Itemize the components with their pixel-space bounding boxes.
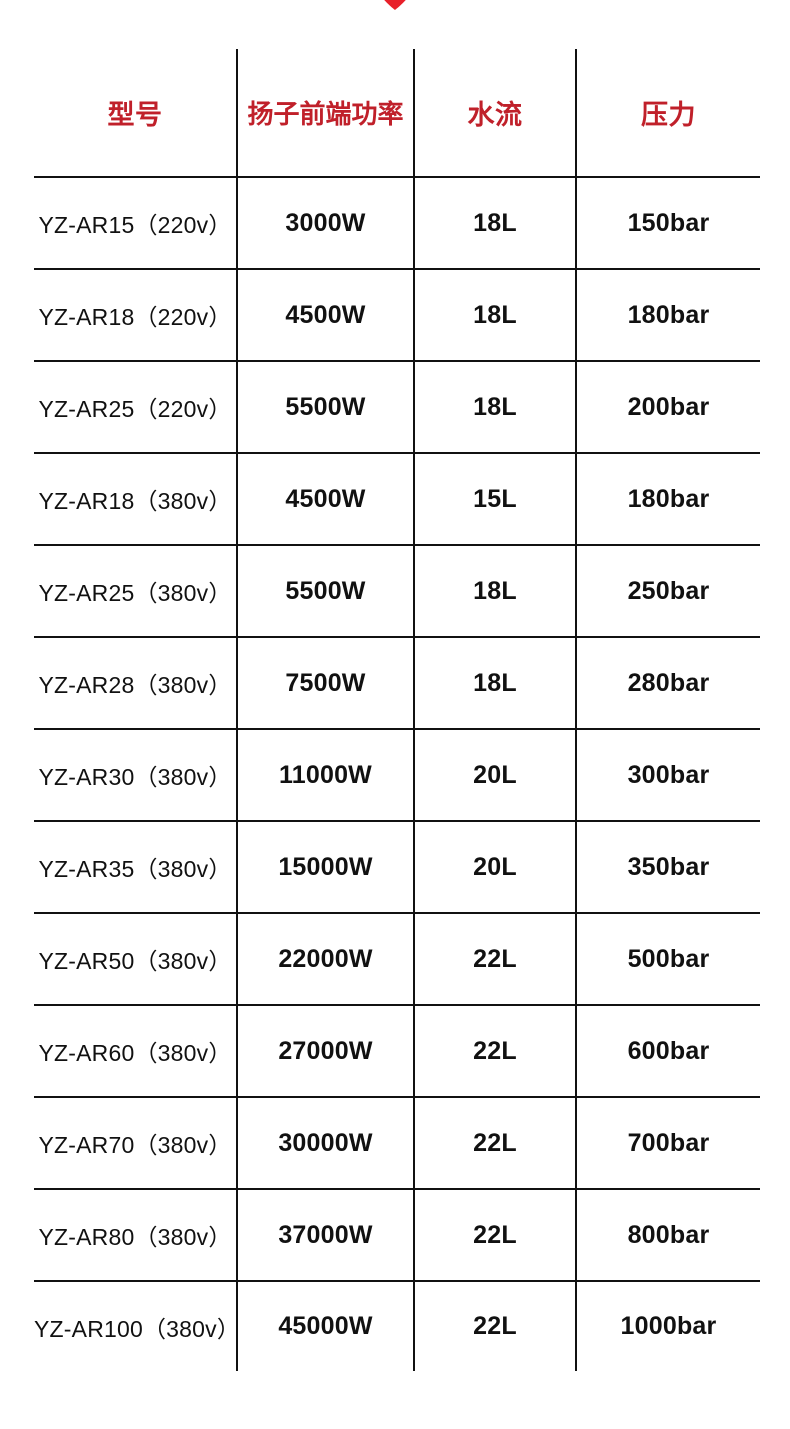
cell-model: YZ-AR28（380v） — [34, 636, 238, 730]
cell-power: 15000W — [236, 820, 415, 914]
cell-flow: 18L — [413, 636, 577, 730]
cell-flow: 22L — [413, 912, 577, 1006]
cell-flow: 18L — [413, 268, 577, 362]
cell-power: 4500W — [236, 452, 415, 546]
cell-power: 7500W — [236, 636, 415, 730]
table-row: YZ-AR100（380v） 45000W 22L 1000bar — [34, 1280, 760, 1371]
cell-model: YZ-AR30（380v） — [34, 728, 238, 822]
cell-pressure: 180bar — [575, 452, 760, 546]
cell-model: YZ-AR60（380v） — [34, 1004, 238, 1098]
cell-pressure: 280bar — [575, 636, 760, 730]
cell-model: YZ-AR25（380v） — [34, 544, 238, 638]
table-row: YZ-AR15（220v） 3000W 18L 150bar — [34, 176, 760, 270]
cell-flow: 22L — [413, 1280, 577, 1371]
table-row: YZ-AR80（380v） 37000W 22L 800bar — [34, 1188, 760, 1282]
cell-pressure: 150bar — [575, 176, 760, 270]
cell-model: YZ-AR35（380v） — [34, 820, 238, 914]
cell-model: YZ-AR25（220v） — [34, 360, 238, 454]
table-row: YZ-AR60（380v） 27000W 22L 600bar — [34, 1004, 760, 1098]
column-header-flow: 水流 — [413, 49, 577, 178]
cell-pressure: 500bar — [575, 912, 760, 1006]
table-row: YZ-AR70（380v） 30000W 22L 700bar — [34, 1096, 760, 1190]
table-row: YZ-AR25（220v） 5500W 18L 200bar — [34, 360, 760, 454]
cell-power: 5500W — [236, 544, 415, 638]
cell-power: 27000W — [236, 1004, 415, 1098]
column-header-power: 扬子前端功率 — [236, 49, 415, 178]
cell-pressure: 250bar — [575, 544, 760, 638]
column-header-model: 型号 — [34, 49, 238, 178]
cell-power: 11000W — [236, 728, 415, 822]
table-row: YZ-AR35（380v） 15000W 20L 350bar — [34, 820, 760, 914]
cell-power: 37000W — [236, 1188, 415, 1282]
cell-power: 3000W — [236, 176, 415, 270]
cell-pressure: 200bar — [575, 360, 760, 454]
cell-model: YZ-AR18（380v） — [34, 452, 238, 546]
cell-pressure: 700bar — [575, 1096, 760, 1190]
cell-model: YZ-AR100（380v） — [34, 1280, 240, 1371]
cell-flow: 22L — [413, 1004, 577, 1098]
table-row: YZ-AR28（380v） 7500W 18L 280bar — [34, 636, 760, 730]
cell-flow: 18L — [413, 360, 577, 454]
cell-pressure: 300bar — [575, 728, 760, 822]
cell-flow: 22L — [413, 1188, 577, 1282]
table-row: YZ-AR25（380v） 5500W 18L 250bar — [34, 544, 760, 638]
cell-power: 30000W — [236, 1096, 415, 1190]
cell-pressure: 600bar — [575, 1004, 760, 1098]
cell-model: YZ-AR70（380v） — [34, 1096, 238, 1190]
column-header-pressure: 压力 — [575, 49, 760, 178]
cell-flow: 20L — [413, 820, 577, 914]
cell-model: YZ-AR15（220v） — [34, 176, 238, 270]
cell-pressure: 350bar — [575, 820, 760, 914]
cell-pressure: 800bar — [575, 1188, 760, 1282]
table-header-row: 型号 扬子前端功率 水流 压力 — [34, 49, 760, 178]
cell-model: YZ-AR50（380v） — [34, 912, 238, 1006]
cell-flow: 15L — [413, 452, 577, 546]
cell-flow: 18L — [413, 544, 577, 638]
cell-flow: 18L — [413, 176, 577, 270]
table-row: YZ-AR30（380v） 11000W 20L 300bar — [34, 728, 760, 822]
cell-power: 5500W — [236, 360, 415, 454]
cell-pressure: 180bar — [575, 268, 760, 362]
product-specification-table: 型号 扬子前端功率 水流 压力 YZ-AR15（220v） 3000W 18L 150… — [30, 45, 764, 1375]
cell-power: 4500W — [236, 268, 415, 362]
table-row: YZ-AR18（380v） 4500W 15L 180bar — [34, 452, 760, 546]
table-row: YZ-AR50（380v） 22000W 22L 500bar — [34, 912, 760, 1006]
table-row: YZ-AR18（220v） 4500W 18L 180bar — [34, 268, 760, 362]
spec-table-container: 型号 扬子前端功率 水流 压力 YZ-AR15（220v） 3000W 18L 150… — [30, 45, 764, 1375]
cell-flow: 22L — [413, 1096, 577, 1190]
cell-power: 45000W — [236, 1280, 415, 1371]
cell-power: 22000W — [236, 912, 415, 1006]
cell-model: YZ-AR18（220v） — [34, 268, 238, 362]
heart-marker-icon — [375, 0, 415, 12]
cell-flow: 20L — [413, 728, 577, 822]
table-body: YZ-AR15（220v） 3000W 18L 150bar YZ-AR18（220v）… — [34, 176, 760, 1371]
cell-pressure: 1000bar — [575, 1280, 760, 1371]
cell-model: YZ-AR80（380v） — [34, 1188, 238, 1282]
